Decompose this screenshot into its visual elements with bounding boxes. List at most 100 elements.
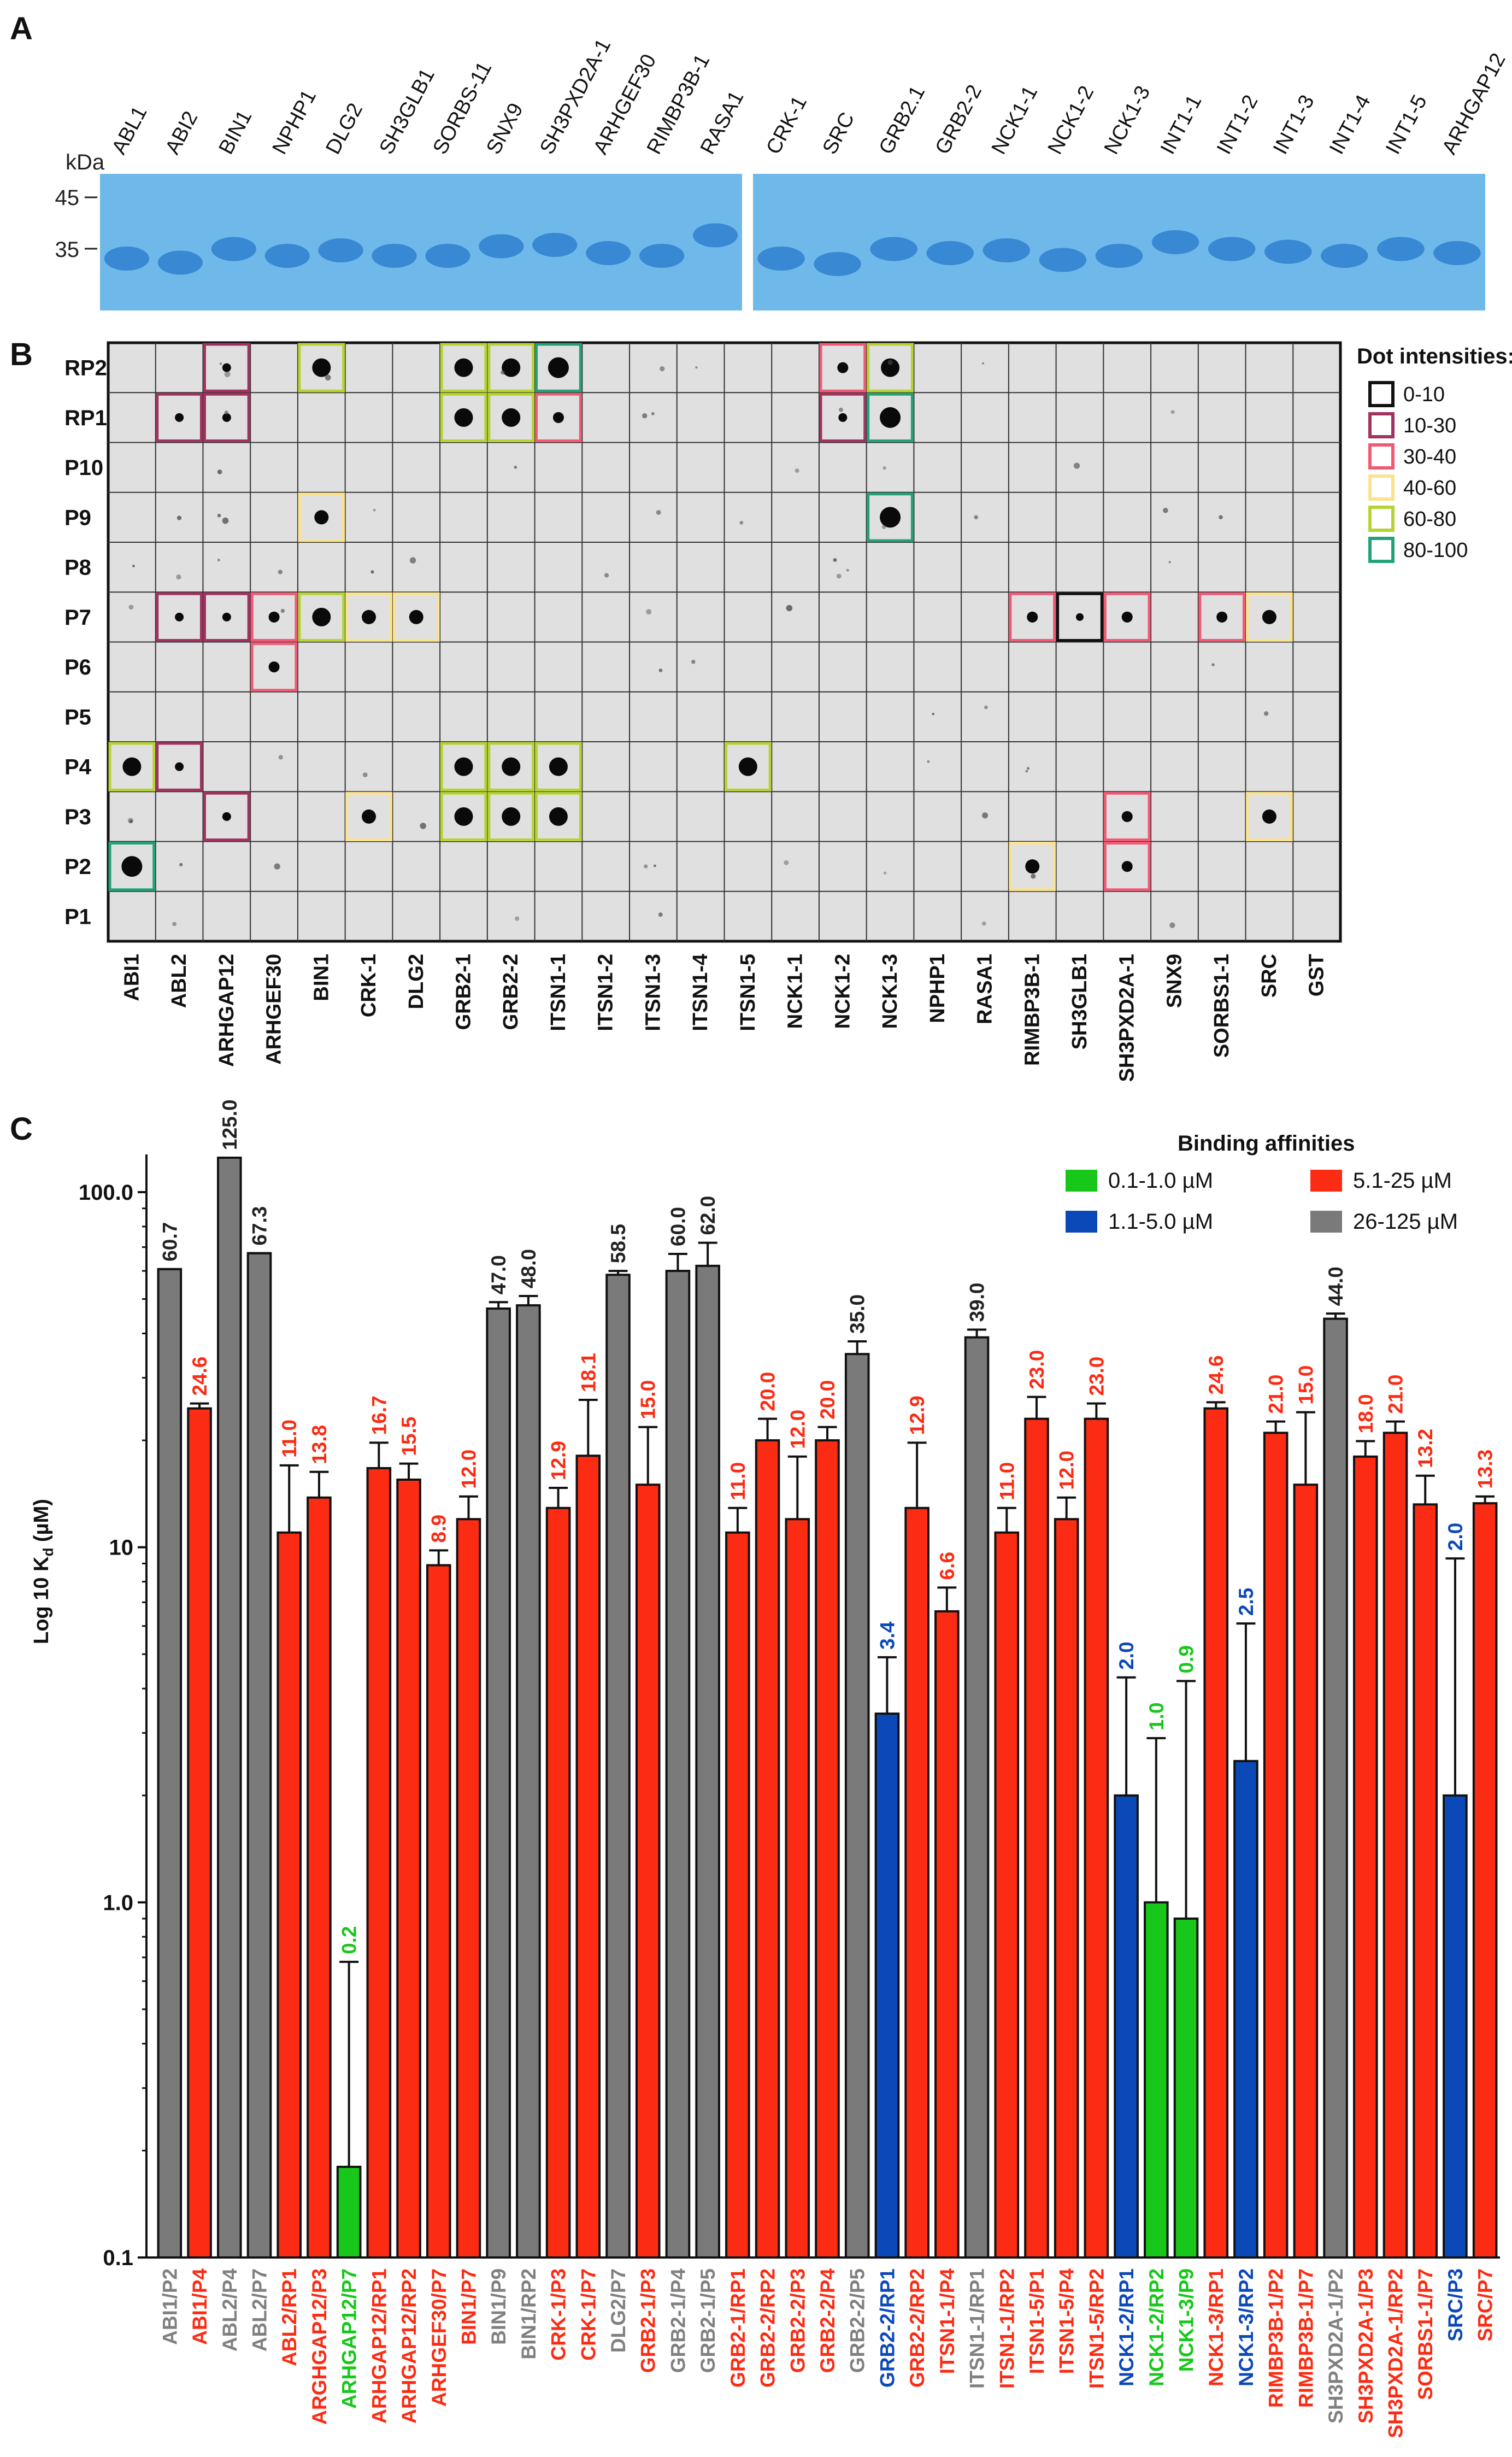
intensity-box bbox=[1009, 592, 1056, 642]
blot-dot bbox=[1262, 809, 1276, 824]
value-label-grb2-1-rp1: 11.0 bbox=[727, 1462, 749, 1500]
col-label-grb2-2: GRB2-2 bbox=[499, 954, 522, 1030]
col-label-nck1-1: NCK1-1 bbox=[784, 954, 807, 1029]
blot-speck bbox=[179, 863, 183, 867]
blot-speck bbox=[514, 916, 520, 921]
value-label-grb2-2-rp1: 3.4 bbox=[876, 1621, 898, 1650]
gel-lane-snx9: SNX9 bbox=[482, 99, 528, 158]
x-tick-label-rimbp3b-1-p7: RIMBP3B-1/P7 bbox=[1295, 2268, 1317, 2408]
affinity-legend-label-26-125-m: 26-125 µM bbox=[1353, 1210, 1458, 1234]
x-tick-label-abi1-p2: ABI1/P2 bbox=[158, 2268, 181, 2345]
blot-speck bbox=[642, 413, 648, 419]
gel-band-int1-3 bbox=[1264, 239, 1312, 264]
value-label-crk-1-p3: 12.9 bbox=[548, 1441, 570, 1480]
intensity-box bbox=[1103, 592, 1151, 642]
blot-dot bbox=[1027, 611, 1038, 623]
blot-speck bbox=[177, 515, 182, 520]
value-label-arhgap12-rp1: 16.7 bbox=[368, 1395, 390, 1435]
bar-grb2-1-p3 bbox=[635, 1483, 661, 2259]
y-tick-label: 0.1 bbox=[103, 2246, 133, 2270]
intensity-box bbox=[535, 392, 582, 442]
blot-speck bbox=[219, 362, 222, 365]
blot-speck bbox=[644, 864, 648, 869]
intensity-box bbox=[1198, 592, 1246, 642]
blot-speck bbox=[280, 608, 285, 613]
x-tick-label-abl2-rp1: ABL2/RP1 bbox=[278, 2268, 301, 2366]
blot-speck bbox=[795, 468, 799, 473]
blot-dot bbox=[502, 358, 521, 377]
col-label-arhgap12: ARHGAP12 bbox=[215, 954, 238, 1067]
value-label-grb2-2-p5: 35.0 bbox=[846, 1294, 869, 1334]
gel-lane-nphp1: NPHP1 bbox=[268, 86, 321, 159]
gel-band-int1-2 bbox=[1208, 237, 1256, 261]
blot-speck bbox=[984, 705, 988, 709]
value-label-sh3pxd2a-1-p2: 44.0 bbox=[1325, 1266, 1347, 1306]
y-axis-title: Log 10 Kd (µM) bbox=[30, 1499, 56, 1644]
blot-dot bbox=[175, 612, 184, 621]
gel-lane-src: SRC bbox=[818, 109, 859, 159]
blot-dot bbox=[268, 611, 280, 623]
blot-speck bbox=[373, 508, 376, 512]
blot-speck bbox=[362, 772, 368, 777]
blot-dot bbox=[222, 413, 231, 422]
dot-blot-grid bbox=[108, 343, 1340, 941]
affinity-legend-swatch-5-1-25-m bbox=[1310, 1170, 1342, 1192]
dot-blot-column-labels: ABI1 ABL2 ARHGAP12 ARHGEF30 BIN1 CRK-1 DLG2 GRB… bbox=[120, 954, 1328, 1082]
x-tick-label-grb2-1-rp1: GRB2-1/RP1 bbox=[727, 2268, 749, 2388]
blot-speck bbox=[974, 515, 978, 520]
gel-band-snx9 bbox=[479, 234, 524, 259]
col-label-snx9: SNX9 bbox=[1163, 954, 1186, 1008]
blot-dot bbox=[880, 407, 901, 428]
gel-lane-int1-4: INT1-4 bbox=[1325, 91, 1375, 158]
value-label-nck1-2-rp1: 2.0 bbox=[1115, 1641, 1138, 1669]
x-tick-label-itsn1-1-p4: ITSN1-1/P4 bbox=[936, 2268, 958, 2374]
x-tick-label-grb2-2-rp2: GRB2-2/RP2 bbox=[906, 2268, 928, 2388]
intensity-box bbox=[250, 642, 298, 692]
y-tick-label: 10 bbox=[109, 1536, 134, 1560]
bar-grb2-2-rp1 bbox=[874, 1713, 900, 2259]
intensity-box bbox=[1009, 842, 1056, 892]
blot-dot bbox=[738, 757, 757, 776]
blot-speck bbox=[278, 570, 283, 574]
bar-sh3pxd2a-1-rp2 bbox=[1382, 1432, 1408, 2259]
blot-speck bbox=[1073, 462, 1080, 469]
dot-legend-label-0-10: 0-10 bbox=[1403, 383, 1445, 406]
blot-speck bbox=[695, 366, 698, 369]
dot-legend-swatch-0-10 bbox=[1368, 381, 1395, 407]
value-label-abl2-rp1: 11.0 bbox=[278, 1420, 301, 1458]
error-bars bbox=[158, 1157, 1495, 2167]
blot-speck bbox=[172, 922, 177, 926]
value-label-bin1-p9: 47.0 bbox=[487, 1255, 510, 1294]
blot-dot bbox=[502, 757, 521, 776]
intensity-box bbox=[298, 492, 345, 542]
blot-speck bbox=[932, 712, 935, 716]
blot-speck bbox=[887, 360, 893, 365]
value-label-sh3pxd2a-1-rp2: 21.0 bbox=[1385, 1375, 1407, 1414]
x-tick-label-nck1-3-rp1: NCK1-3/RP1 bbox=[1205, 2268, 1227, 2386]
intensity-box bbox=[867, 492, 914, 542]
col-label-crk-1: CRK-1 bbox=[357, 954, 380, 1017]
intensity-box bbox=[392, 592, 440, 642]
x-tick-label-bin1-p9: BIN1/P9 bbox=[487, 2268, 510, 2345]
intensity-box bbox=[535, 742, 582, 791]
col-label-itsn1-3: ITSN1-3 bbox=[642, 954, 664, 1031]
blot-dot bbox=[1121, 861, 1133, 872]
x-tick-labels: ABI1/P2 ABI1/P4 ABL2/P4 ABL2/P7 ABL2/RP1 ARGH… bbox=[158, 2268, 1496, 2438]
blot-dot bbox=[362, 809, 376, 824]
blot-dot bbox=[454, 757, 473, 776]
affinity-legend-swatch-26-125-m bbox=[1310, 1211, 1342, 1233]
gel-lane-abi2: ABI2 bbox=[161, 108, 203, 158]
y-tick-label: 100.0 bbox=[79, 1181, 133, 1205]
bar-grb2-2-rp2 bbox=[755, 1439, 780, 2259]
bar-nck1-2-rp1 bbox=[1114, 1794, 1139, 2259]
bar-arhgap12-rp2 bbox=[396, 1478, 421, 2259]
value-label-abl2-p7: 67.3 bbox=[248, 1206, 270, 1246]
x-tick-label-bin1-rp2: BIN1/RP2 bbox=[517, 2268, 540, 2360]
bar-rimbp3b-1-p2 bbox=[1263, 1432, 1289, 2259]
row-label-p5: P5 bbox=[64, 705, 91, 729]
value-label-nck1-2-rp2: 1.0 bbox=[1145, 1702, 1168, 1730]
gel-band-rimbp3b-1 bbox=[639, 244, 685, 268]
x-tick-label-grb2-2-p4: GRB2-2/P4 bbox=[816, 2268, 839, 2373]
blot-speck bbox=[1263, 711, 1269, 716]
blot-dot bbox=[268, 661, 280, 673]
